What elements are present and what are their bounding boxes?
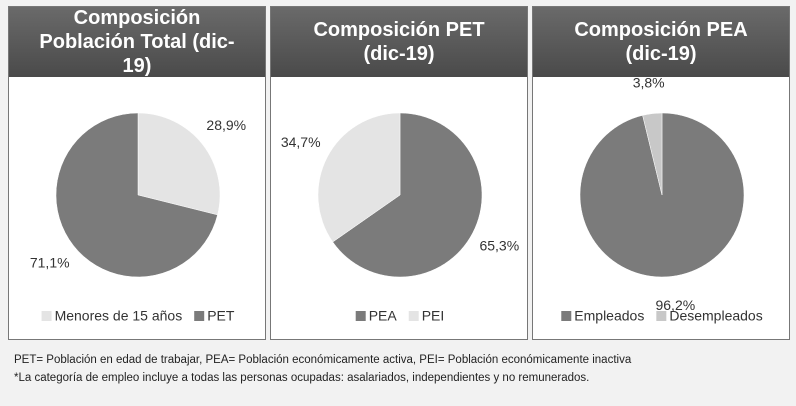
legend-swatch (41, 311, 52, 321)
legend: Menores de 15 años PET (41, 308, 235, 324)
data-label: 28,9% (206, 117, 246, 133)
pie-slice (317, 112, 401, 243)
panel-title: Composición PET (dic-19) (271, 7, 527, 77)
footnote: PET= Población en edad de trabajar, PEA=… (14, 354, 632, 366)
pie-slice (642, 112, 663, 196)
legend: PEA PEI (355, 308, 445, 324)
legend-swatch (355, 311, 366, 321)
legend-label: PET (207, 308, 235, 324)
pie-chart: 96,2% 3,8% Empleados Desempleados (561, 75, 763, 324)
panel: Composición PET (dic-19) 65,3% 34,7% PEA PEI (270, 6, 528, 340)
pie-chart: 65,3% 34,7% PEA PEI (281, 112, 519, 324)
panel-title: Composición PEA (dic-19) (533, 7, 789, 77)
legend-label: Menores de 15 años (55, 308, 183, 324)
panel: Composición Población Total (dic-19) 28,9… (8, 6, 266, 340)
legend-label: Desempleados (669, 308, 762, 324)
pie-chart: 28,9% 71,1% Menores de 15 años PET (30, 112, 246, 324)
data-label: 3,8% (633, 77, 665, 91)
legend-swatch (408, 311, 419, 321)
data-label: 71,1% (30, 255, 70, 271)
legend-swatch (561, 311, 572, 321)
pie-slice (137, 112, 221, 216)
data-label: 65,3% (479, 237, 519, 253)
data-label: 96,2% (655, 297, 695, 313)
footnote: *La categoría de empleo incluye a todas … (14, 372, 590, 384)
data-label: 34,7% (281, 134, 321, 150)
pie-slice (332, 112, 483, 278)
panel: Composición PEA (dic-19) 96,2% 3,8% Emplead… (532, 6, 790, 340)
legend-label: PEI (422, 308, 445, 324)
legend-swatch (194, 311, 205, 321)
pie-slice (55, 112, 218, 278)
legend: Empleados Desempleados (561, 308, 763, 324)
legend-label: PEA (369, 308, 398, 324)
panel-title: Composición Población Total (dic-19) (9, 7, 265, 77)
legend-label: Empleados (574, 308, 644, 324)
legend-swatch (656, 311, 667, 321)
